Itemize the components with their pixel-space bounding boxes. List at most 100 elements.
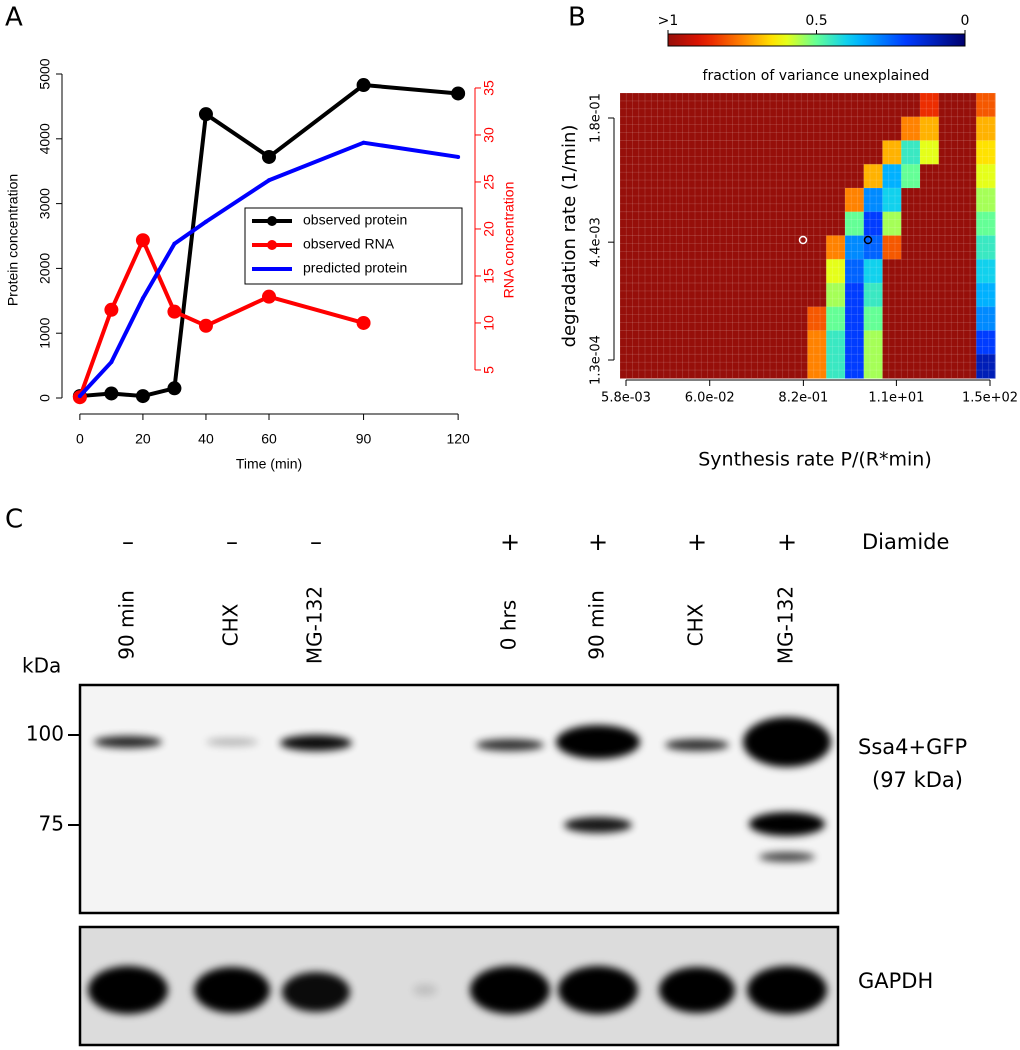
heatmap-cell: [695, 211, 715, 236]
band: [413, 984, 437, 996]
heatmap-cell: [620, 235, 640, 260]
heatmap-cell: [788, 164, 808, 189]
heatmap-cell: [901, 330, 921, 355]
heatmap-cell: [620, 140, 640, 165]
heatmap-cell: [732, 211, 752, 236]
data-point: [135, 389, 150, 404]
y-axis-title: degradation rate (1/min): [559, 125, 580, 348]
heatmap-cell: [882, 211, 902, 236]
x-tick-label: 1.5e+02: [962, 391, 1018, 406]
heatmap-cell: [882, 259, 902, 284]
y2-tick-label: 5: [481, 366, 497, 374]
heatmap-cell: [713, 93, 733, 118]
heatmap-cell: [676, 235, 696, 260]
heatmap-cell: [976, 235, 996, 260]
band: [747, 966, 827, 1014]
heatmap-cell: [695, 259, 715, 284]
y-tick-label: 3000: [37, 188, 53, 219]
heatmap-cell: [695, 235, 715, 260]
heatmap-cell: [788, 354, 808, 379]
band: [280, 735, 352, 751]
heatmap-cell: [732, 235, 752, 260]
heatmap-cell: [807, 164, 827, 189]
heatmap-cell: [657, 235, 677, 260]
heatmap-cell: [788, 283, 808, 308]
heatmap-cell: [826, 235, 846, 260]
heatmap-cell: [620, 283, 640, 308]
heatmap-cell: [826, 211, 846, 236]
heatmap-cell: [638, 211, 658, 236]
heatmap-cell: [788, 211, 808, 236]
heatmap-cell: [901, 116, 921, 141]
panel-a: A 0 1000 2000 3000 4000 5000 0 20 40 60 90 120 5 10 15…: [5, 3, 517, 472]
y2-tick-label: 25: [481, 174, 497, 190]
heatmap-cell: [770, 140, 790, 165]
heatmap-cell: [957, 259, 977, 284]
heatmap-cell: [807, 330, 827, 355]
lane-label: MG-132: [774, 586, 798, 664]
heatmap-cell: [713, 188, 733, 213]
heatmap-cell: [938, 140, 958, 165]
heatmap-cell: [976, 140, 996, 165]
heatmap-cell: [845, 164, 865, 189]
heatmap-cell: [638, 93, 658, 118]
heatmap-cell: [657, 93, 677, 118]
heatmap-cell: [938, 116, 958, 141]
data-point: [167, 381, 182, 396]
heatmap-cell: [770, 235, 790, 260]
heatmap-cell: [863, 188, 883, 213]
target-label: GAPDH: [858, 969, 933, 993]
heatmap-cell: [638, 259, 658, 284]
heatmap-cell: [732, 116, 752, 141]
heatmap-cell: [845, 140, 865, 165]
heatmap-cell: [638, 164, 658, 189]
data-point: [109, 360, 114, 365]
target-label: Ssa4+GFP: [858, 735, 967, 759]
band: [564, 817, 632, 833]
heatmap-cell: [882, 354, 902, 379]
y2-tick-label: 10: [481, 315, 497, 331]
heatmap-cell: [713, 235, 733, 260]
heatmap-cell: [676, 354, 696, 379]
heatmap-cell: [657, 306, 677, 331]
heatmap-cell: [620, 354, 640, 379]
heatmap-cell: [695, 354, 715, 379]
data-point: [361, 140, 366, 145]
heatmap-cell: [826, 330, 846, 355]
heatmap-cell: [695, 330, 715, 355]
heatmap-cell: [638, 354, 658, 379]
colorbar: [667, 33, 966, 47]
heatmap-cell: [713, 306, 733, 331]
y-tick-label: 4000: [37, 123, 53, 154]
y2-tick-label: 30: [481, 127, 497, 143]
heatmap-cell: [826, 259, 846, 284]
heatmap-cell: [732, 354, 752, 379]
heatmap-cell: [638, 140, 658, 165]
heatmap-cell: [770, 330, 790, 355]
heatmap-cell: [901, 211, 921, 236]
data-point: [456, 154, 461, 159]
data-point: [198, 318, 213, 333]
heatmap-cell: [863, 306, 883, 331]
heatmap-cell: [976, 259, 996, 284]
heatmap-cell: [732, 283, 752, 308]
legend-label: predicted protein: [303, 260, 407, 276]
colorbar-tick-label: >1: [658, 13, 679, 29]
heatmap-cell: [957, 140, 977, 165]
heatmap-cell: [845, 330, 865, 355]
heatmap-cell: [901, 354, 921, 379]
heatmap-cell: [751, 188, 771, 213]
heatmap-cell: [901, 235, 921, 260]
heatmap-cell: [620, 259, 640, 284]
heatmap-cell: [845, 188, 865, 213]
x-axis-title: Time (min): [236, 456, 302, 472]
heatmap-cell: [657, 354, 677, 379]
band: [470, 966, 550, 1014]
heatmap-cell: [957, 211, 977, 236]
heatmap-cell: [826, 188, 846, 213]
heatmap-cell: [807, 116, 827, 141]
heatmap-cell: [826, 306, 846, 331]
heatmap-cell: [770, 259, 790, 284]
heatmap-cell: [957, 116, 977, 141]
